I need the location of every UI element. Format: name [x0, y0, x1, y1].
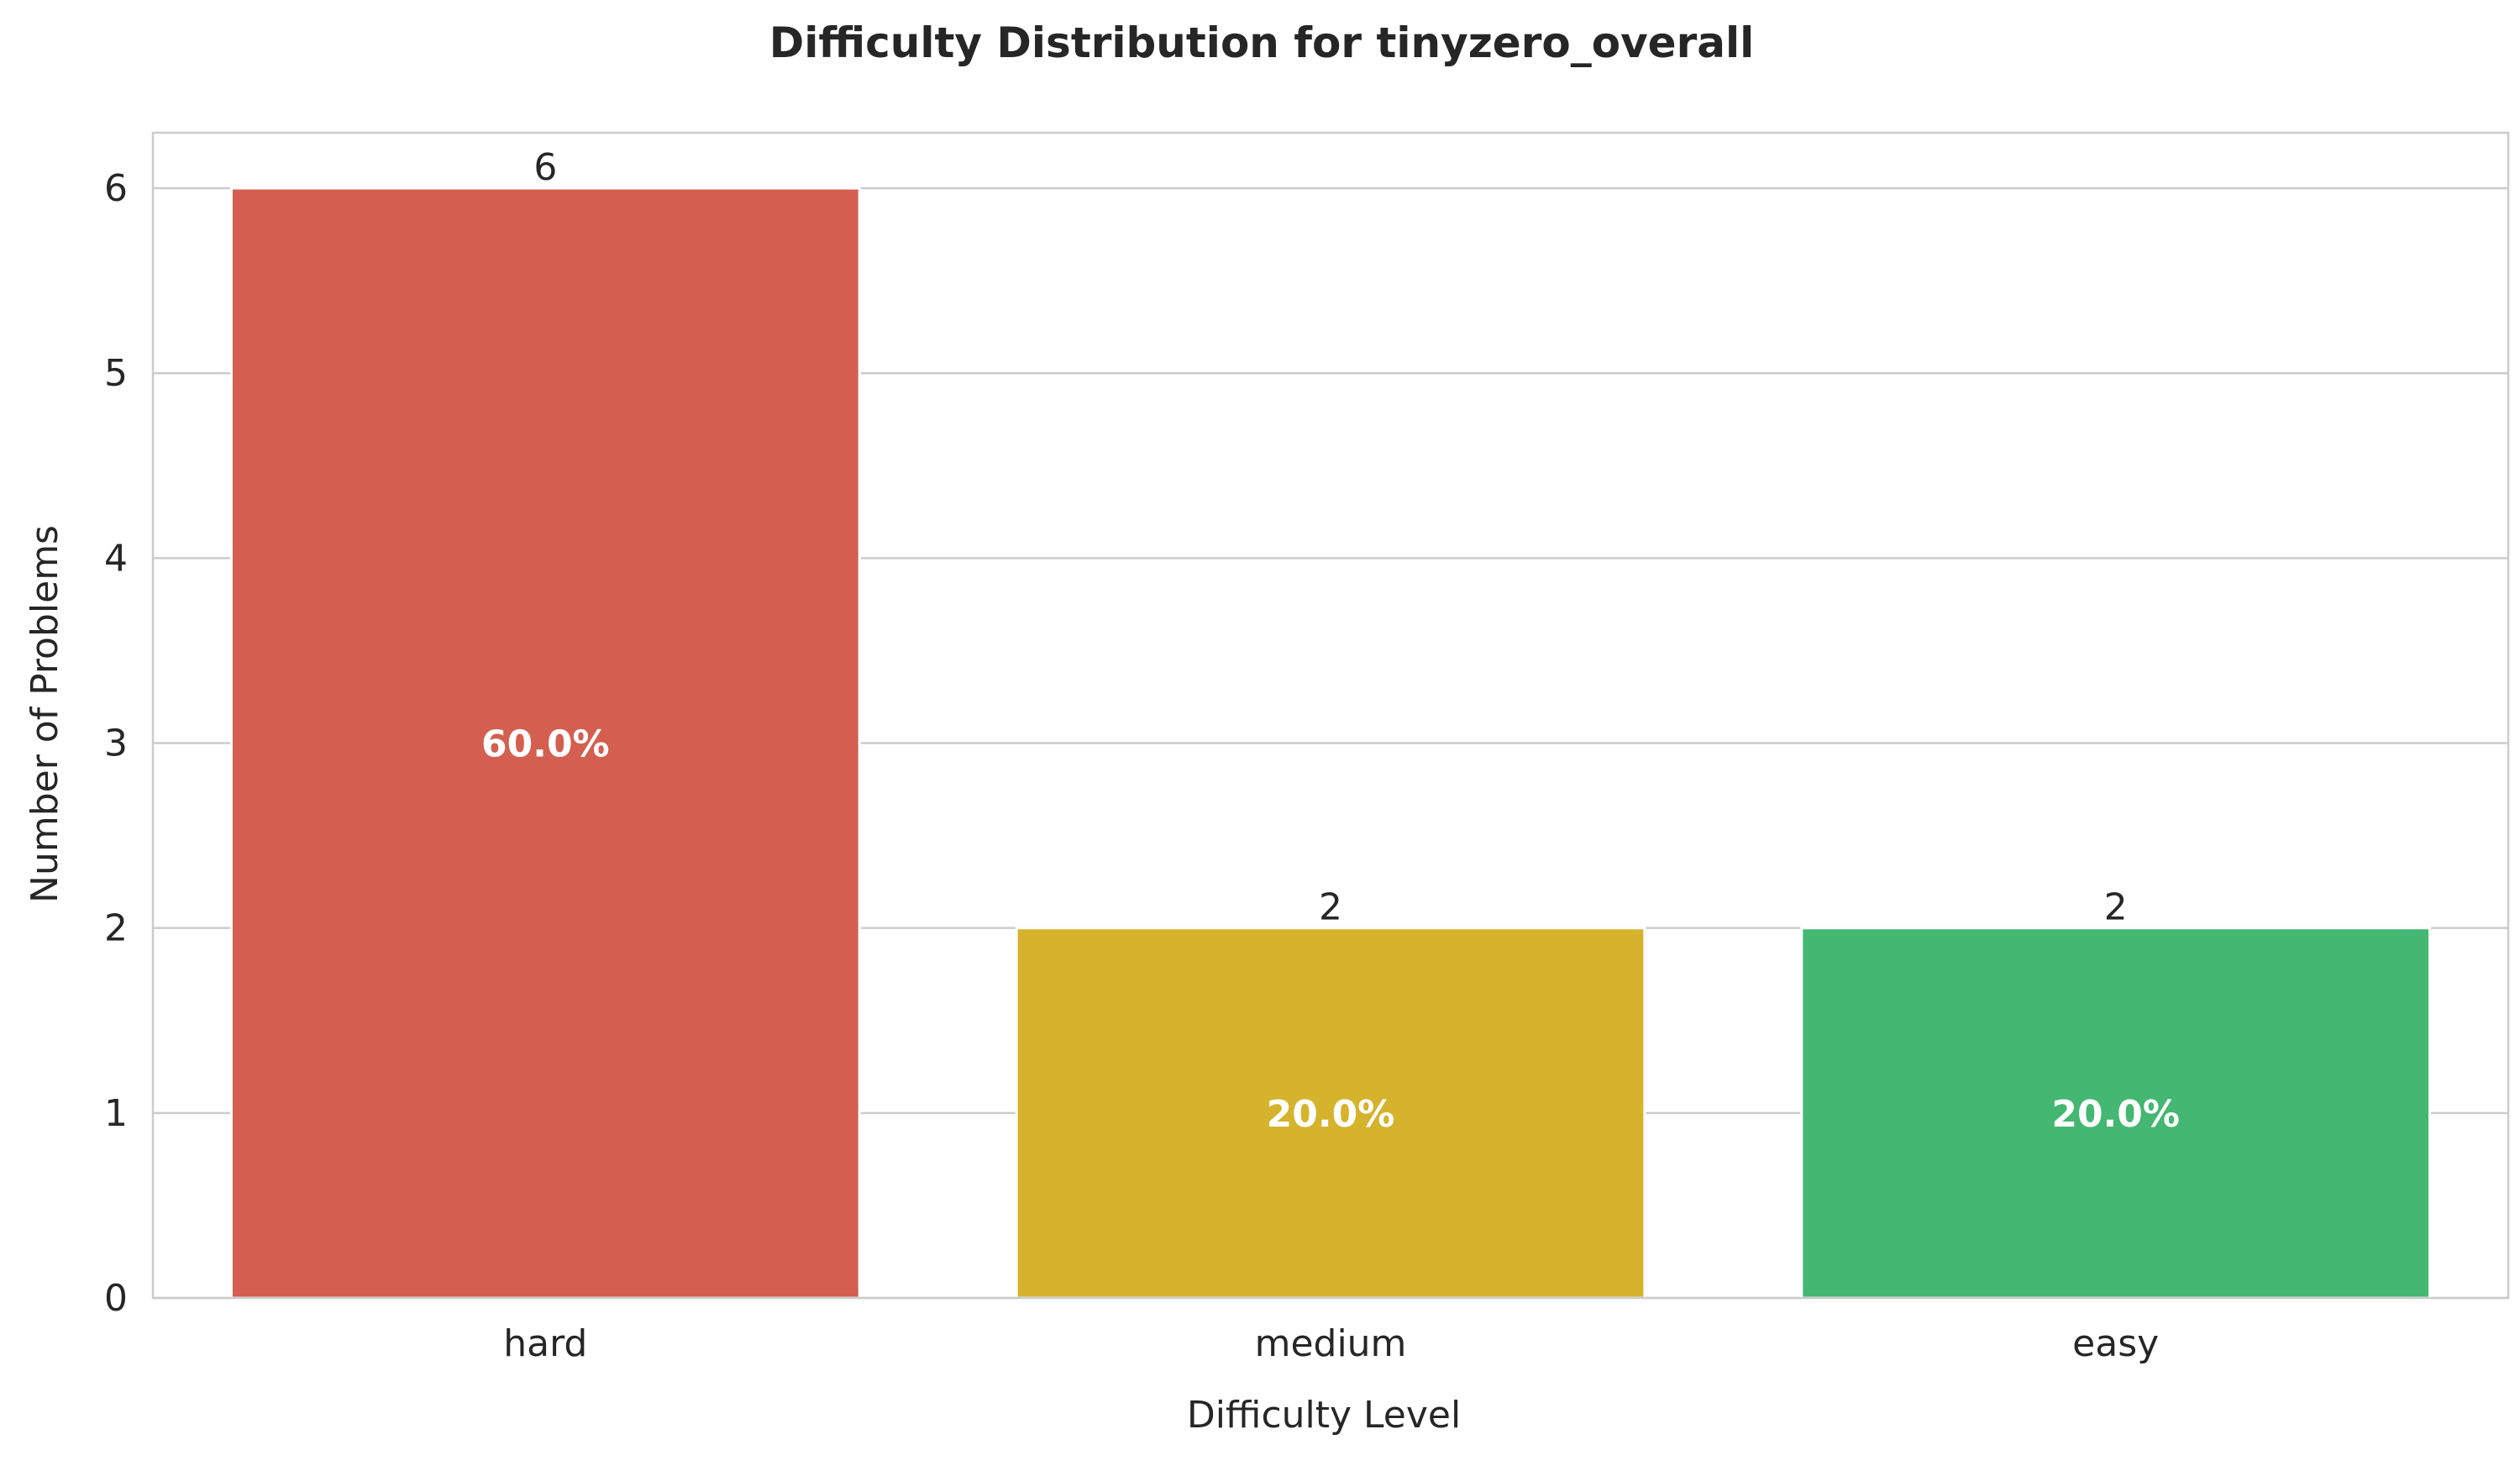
y-axis-label: Number of Problems — [24, 525, 66, 903]
x-tick-label: hard — [503, 1322, 587, 1365]
y-tick-label: 2 — [104, 907, 128, 950]
y-tick-label: 1 — [104, 1092, 128, 1135]
bar-medium — [1015, 927, 1646, 1300]
bar-percent-label: 20.0% — [2051, 1093, 2180, 1136]
bar-percent-label: 20.0% — [1267, 1093, 1395, 1136]
bar-value-label: 2 — [1319, 886, 1342, 929]
y-tick-label: 5 — [104, 352, 128, 395]
y-tick-label: 0 — [104, 1277, 128, 1320]
x-axis-label: Difficulty Level — [1187, 1394, 1461, 1437]
bar-easy — [1800, 927, 2432, 1300]
bar-value-label: 6 — [533, 146, 557, 189]
bars — [229, 187, 2432, 1300]
x-tick-label: easy — [2072, 1322, 2159, 1365]
chart-title: Difficulty Distribution for tinyzero_ove… — [769, 18, 1755, 67]
bar-value-label: 2 — [2104, 886, 2128, 929]
plot-frame — [151, 131, 2510, 1300]
y-tick-label: 4 — [104, 537, 128, 580]
y-tick-label: 3 — [104, 722, 128, 765]
labels: 0 1 2 3 4 5 6 6 60.0% hard 2 20.0% medium 2 20.0% easy — [104, 146, 2180, 1365]
y-tick-label: 6 — [104, 167, 128, 210]
bar-percent-label: 60.0% — [481, 723, 610, 766]
x-tick-label: medium — [1255, 1322, 1407, 1365]
